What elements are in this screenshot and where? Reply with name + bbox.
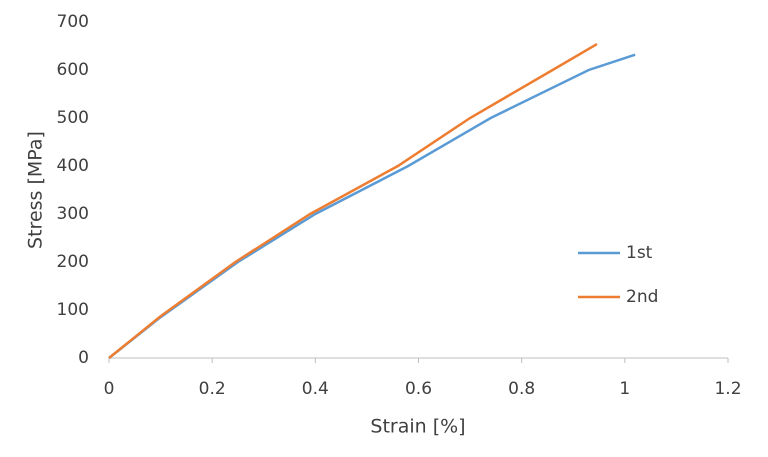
x-axis-title: Strain [%] bbox=[370, 416, 465, 438]
y-tick-label: 0 bbox=[78, 348, 89, 368]
x-tick-label: 0.6 bbox=[405, 379, 432, 399]
x-tick-label: 1.2 bbox=[714, 379, 741, 399]
legend-label: 2nd bbox=[626, 287, 658, 307]
x-tick-label: 0.2 bbox=[199, 379, 226, 399]
y-tick-label: 600 bbox=[57, 60, 89, 80]
legend-label: 1st bbox=[626, 243, 653, 263]
series-line bbox=[108, 43, 598, 359]
y-tick-label: 400 bbox=[57, 156, 89, 176]
y-tick-label: 200 bbox=[57, 252, 89, 272]
series-line bbox=[108, 53, 636, 359]
x-tick-label: 0 bbox=[104, 379, 115, 399]
y-tick-label: 300 bbox=[57, 204, 89, 224]
x-tick-label: 1 bbox=[619, 379, 630, 399]
y-tick-label: 100 bbox=[57, 300, 89, 320]
y-tick-label: 500 bbox=[57, 108, 89, 128]
x-tick-label: 0.4 bbox=[302, 379, 329, 399]
y-axis-title: Stress [MPa] bbox=[25, 131, 47, 249]
x-tick-label: 0.8 bbox=[508, 379, 535, 399]
y-tick-label: 700 bbox=[57, 12, 89, 32]
